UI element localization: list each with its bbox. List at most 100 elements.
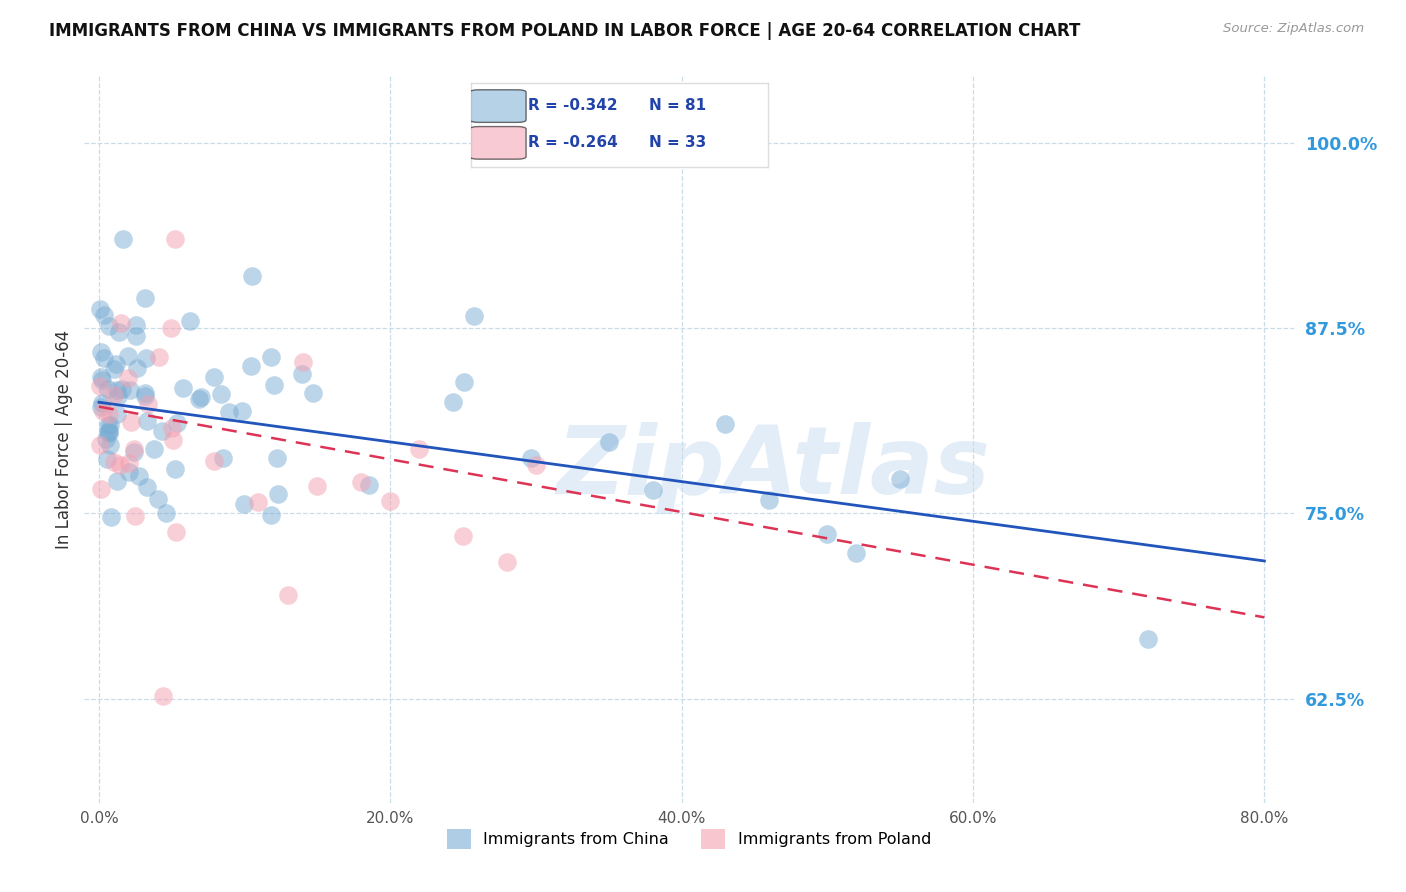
Point: [441, 394, 464, 409]
Point: [105, 357, 128, 371]
Point: [90, 401, 112, 415]
Point: [266, 451, 288, 466]
Point: [117, 465, 139, 479]
Point: [90, 344, 112, 359]
Point: [179, 314, 201, 328]
Point: [122, 442, 145, 457]
Point: [218, 405, 240, 419]
Point: [408, 442, 430, 457]
Point: [166, 417, 188, 431]
Point: [307, 479, 329, 493]
Point: [160, 321, 183, 335]
Point: [93, 351, 115, 365]
Point: [89, 437, 111, 451]
Point: [91, 373, 114, 387]
Point: [125, 329, 148, 343]
Point: [172, 381, 194, 395]
Point: [524, 458, 547, 472]
Point: [125, 318, 148, 333]
Point: [128, 469, 150, 483]
Point: [292, 355, 315, 369]
Point: [259, 508, 281, 522]
Text: IMMIGRANTS FROM CHINA VS IMMIGRANTS FROM POLAND IN LABOR FORCE | AGE 20-64 CORRE: IMMIGRANTS FROM CHINA VS IMMIGRANTS FROM…: [49, 22, 1081, 40]
Point: [260, 351, 283, 365]
Point: [98, 407, 121, 421]
Point: [598, 434, 620, 449]
Point: [231, 403, 253, 417]
Point: [91, 404, 114, 418]
Point: [125, 360, 148, 375]
Point: [714, 417, 737, 431]
Point: [124, 508, 146, 523]
Point: [143, 442, 166, 456]
Point: [110, 316, 132, 330]
Point: [155, 507, 177, 521]
Point: [98, 438, 121, 452]
Point: [302, 386, 325, 401]
Point: [134, 389, 156, 403]
Point: [350, 475, 373, 489]
Point: [97, 382, 120, 396]
Point: [135, 351, 157, 365]
Point: [94, 433, 117, 447]
Y-axis label: In Labor Force | Age 20-64: In Labor Force | Age 20-64: [55, 330, 73, 549]
Point: [97, 425, 120, 439]
Point: [98, 319, 121, 334]
Point: [89, 378, 111, 392]
Point: [136, 397, 159, 411]
Point: [1136, 632, 1159, 646]
Point: [889, 472, 911, 486]
Point: [845, 546, 868, 560]
Point: [89, 301, 111, 316]
Point: [190, 390, 212, 404]
Point: [98, 417, 121, 432]
Point: [90, 482, 112, 496]
Point: [150, 424, 173, 438]
Point: [641, 483, 664, 498]
Point: [233, 497, 256, 511]
Point: [98, 424, 121, 438]
Point: [277, 588, 299, 602]
Point: [136, 480, 159, 494]
Point: [212, 450, 235, 465]
Point: [103, 362, 125, 376]
Point: [242, 269, 264, 284]
Point: [111, 232, 134, 246]
Point: [134, 386, 156, 401]
Point: [815, 527, 838, 541]
Point: [162, 434, 184, 448]
Point: [105, 407, 128, 421]
Point: [520, 450, 543, 465]
Point: [463, 310, 485, 324]
Point: [165, 232, 187, 246]
Point: [118, 456, 141, 470]
Point: [120, 416, 142, 430]
Point: [359, 478, 381, 492]
Point: [239, 359, 262, 373]
Point: [495, 555, 517, 569]
Point: [135, 414, 157, 428]
Point: [202, 370, 225, 384]
Point: [134, 291, 156, 305]
Point: [187, 392, 209, 406]
Point: [98, 425, 121, 440]
Point: [758, 492, 780, 507]
Text: ZipAtlas: ZipAtlas: [557, 423, 991, 515]
Point: [117, 370, 139, 384]
Point: [103, 388, 125, 402]
Point: [122, 445, 145, 459]
Text: Source: ZipAtlas.com: Source: ZipAtlas.com: [1223, 22, 1364, 36]
Point: [209, 386, 232, 401]
Point: [107, 474, 129, 488]
Point: [380, 493, 402, 508]
Point: [111, 382, 134, 396]
Point: [163, 462, 186, 476]
Point: [263, 377, 285, 392]
Point: [118, 383, 141, 397]
Point: [107, 389, 129, 403]
Point: [97, 417, 120, 432]
Point: [146, 491, 169, 506]
Point: [93, 309, 115, 323]
Point: [451, 529, 474, 543]
Legend: Immigrants from China, Immigrants from Poland: Immigrants from China, Immigrants from P…: [439, 822, 939, 856]
